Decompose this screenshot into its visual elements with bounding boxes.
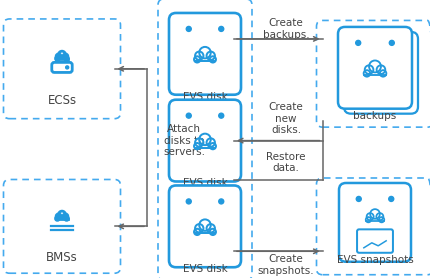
Circle shape: [186, 199, 191, 204]
Text: ECSs: ECSs: [47, 94, 77, 107]
Text: Create
new
disks.: Create new disks.: [269, 102, 304, 135]
Text: Create
snapshots.: Create snapshots.: [258, 254, 314, 276]
Circle shape: [389, 40, 394, 45]
Text: EVS disk: EVS disk: [183, 92, 227, 102]
Circle shape: [186, 113, 191, 118]
Circle shape: [356, 40, 361, 45]
Text: Attach
disks to
servers.: Attach disks to servers.: [163, 124, 205, 157]
Text: BMSs: BMSs: [46, 251, 78, 264]
Circle shape: [219, 113, 224, 118]
Circle shape: [219, 27, 224, 32]
Circle shape: [186, 27, 191, 32]
FancyBboxPatch shape: [338, 27, 412, 109]
Text: EVS disk
backups: EVS disk backups: [353, 98, 397, 121]
Circle shape: [219, 199, 224, 204]
Text: EVS snapshots: EVS snapshots: [337, 255, 413, 265]
Text: Restore
data.: Restore data.: [266, 152, 306, 173]
Circle shape: [356, 196, 361, 201]
Text: EVS disk: EVS disk: [183, 179, 227, 189]
Text: EVS disk: EVS disk: [183, 264, 227, 274]
Circle shape: [66, 66, 69, 69]
Circle shape: [389, 196, 394, 201]
Text: Create
backups.: Create backups.: [263, 18, 309, 40]
